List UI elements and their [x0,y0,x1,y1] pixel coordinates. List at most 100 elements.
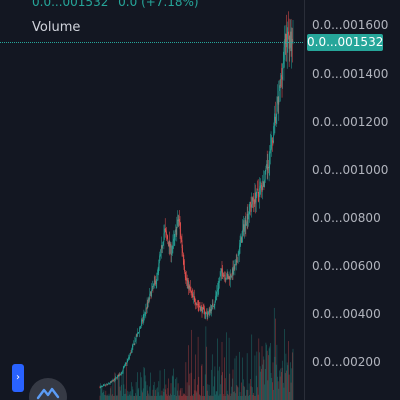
volume-bar [232,369,234,400]
volume-bar [168,395,170,400]
candle-body [160,249,162,256]
volume-bar [180,388,182,400]
candle-body [137,332,138,337]
price-chart[interactable] [0,0,304,400]
volume-bar [206,390,208,400]
candle-body [131,347,133,350]
volume-bar [267,380,269,400]
volume-bar [182,395,183,400]
candle-body [288,31,289,35]
volume-bar [100,383,101,400]
volume-bar [149,372,151,400]
candle-body [146,308,147,310]
volume-bar [277,381,279,400]
volume-bar [211,369,213,400]
candle-body [104,384,106,386]
y-tick-label: 0.0...00600 [312,259,381,273]
candle-body [239,245,240,255]
volume-bar [104,394,105,400]
volume-bar [99,395,101,400]
volume-bar [184,395,186,400]
candle-body [248,213,249,220]
volume-bar [171,395,172,400]
candle-body [123,367,125,369]
candle-body [281,76,283,80]
volume-bar [102,392,103,400]
volume-bar [164,369,165,400]
volume-bar [280,368,282,400]
volume-bar [247,389,249,400]
volume-bar [259,352,260,400]
candle-body [268,165,270,169]
tradingview-logo-icon [36,387,60,400]
volume-bar [120,385,122,400]
candle-body [171,248,173,254]
side-panel-toggle[interactable]: › [12,364,24,392]
candle-body [205,312,207,314]
candle-body [147,302,149,304]
volume-bar [130,395,132,400]
candle-body [247,213,249,220]
candle-body [164,228,166,230]
volume-bar [193,379,195,400]
candle-body [279,85,281,86]
volume-bar [120,390,122,400]
volume-bar [125,393,127,400]
candle-body [162,241,164,245]
tradingview-logo-button[interactable] [29,378,67,400]
volume-bar [201,364,203,400]
volume-bar [287,365,289,400]
candle-body [166,235,168,239]
candle-body [128,357,129,360]
volume-bar [111,394,113,400]
candle-body [133,343,134,345]
candle-body [269,153,271,166]
candle-body [228,276,229,280]
volume-bar [198,376,200,400]
candle-body [130,352,132,354]
volume-bar [248,395,249,400]
volume-bar [257,387,258,400]
volume-bar [210,395,212,400]
volume-bar [213,376,215,400]
volume-bar [136,395,138,400]
volume-bar [173,368,174,400]
volume-bar [229,373,231,400]
volume-bar [239,391,241,400]
candle-body [211,305,213,311]
volume-bar [218,395,220,400]
volume-bar [186,382,188,400]
volume-bar [237,386,238,400]
candle-body [148,298,149,303]
volume-bar [146,395,147,400]
candle-body [111,380,113,382]
volume-bar [239,351,240,400]
volume-bar [192,395,194,400]
volume-bar [275,364,277,400]
volume-bar [173,394,175,400]
volume-bar [151,395,152,400]
volume-bar [211,354,213,400]
candle-body [122,371,123,372]
volume-label[interactable]: Volume [32,20,81,35]
candle-body [151,286,153,290]
candle-body [117,375,119,377]
volume-bar [241,382,242,400]
volume-bar [208,395,209,400]
volume-bar [129,394,131,400]
volume-bar [240,395,242,400]
volume-bar [235,355,237,400]
candle-body [166,231,167,236]
volume-bar [279,376,281,400]
candle-body [290,31,291,48]
candle-body [133,343,135,345]
candle-body [221,268,223,272]
candle-body [141,319,143,323]
candle-body [188,280,189,289]
volume-bar [174,387,176,400]
volume-bar [137,389,139,400]
price-header: 0.0...001532 0.0 (+7.18%) [32,0,205,9]
candle-body [261,185,263,190]
candle-body [207,313,209,317]
candle-body [185,276,187,278]
